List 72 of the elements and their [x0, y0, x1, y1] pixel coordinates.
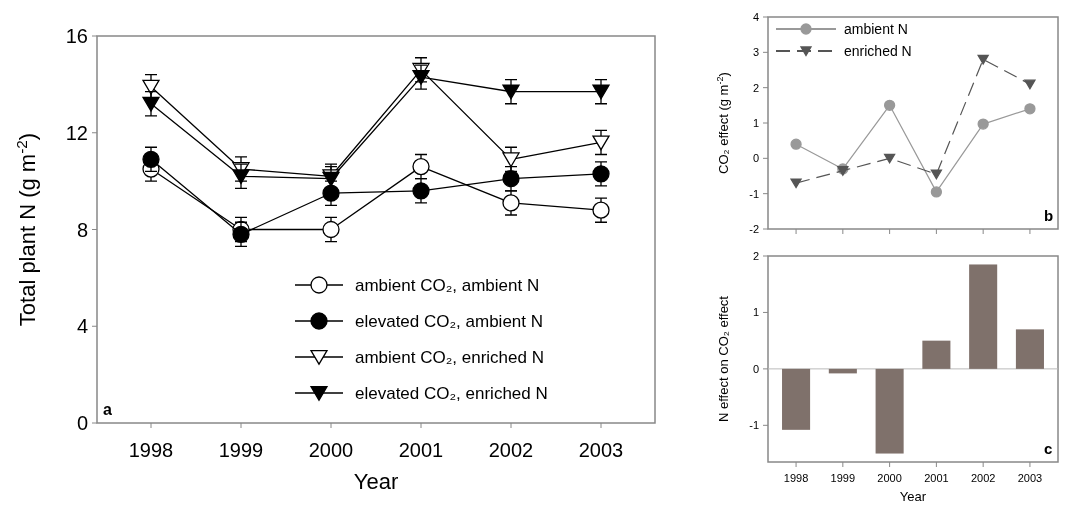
point — [142, 150, 160, 169]
legend-label: ambient CO₂, ambient N — [355, 275, 540, 295]
point — [322, 220, 340, 239]
x-tick-label: 2000 — [877, 472, 902, 484]
y-tick-label: 3 — [752, 46, 759, 59]
point — [502, 152, 520, 168]
legend-label: ambient N — [844, 20, 908, 37]
point — [502, 194, 520, 212]
x-tick-label: 2001 — [924, 472, 949, 484]
annotation: b — [1044, 207, 1054, 224]
x-axis-title: Year — [353, 469, 399, 494]
legend-label: ambient CO₂, enriched N — [355, 347, 544, 367]
annotation: a — [103, 401, 112, 418]
x-tick-label: 1999 — [830, 472, 856, 484]
point — [1024, 79, 1036, 90]
point — [592, 201, 610, 219]
y-tick-label: 1 — [752, 306, 759, 319]
y-tick-label: 4 — [752, 10, 759, 23]
x-tick-label: 2002 — [488, 439, 534, 461]
legend-label: elevated CO₂, ambient N — [355, 311, 544, 331]
x-tick-label: 2003 — [578, 439, 624, 461]
point — [883, 99, 896, 111]
y-axis-title: N effect on CO₂ effect — [716, 295, 731, 422]
x-tick-label: 2003 — [1017, 472, 1043, 484]
point — [142, 96, 160, 112]
y-tick-label: -2 — [749, 222, 759, 235]
point — [592, 84, 610, 100]
annotation: c — [1044, 440, 1053, 457]
bar — [969, 264, 998, 369]
y-tick-label: 0 — [76, 412, 88, 434]
point — [412, 157, 430, 176]
y-tick-label: 0 — [752, 362, 759, 375]
y-tick-label: -1 — [749, 187, 759, 200]
x-tick-label: 1999 — [218, 439, 264, 461]
point — [502, 84, 520, 100]
bar — [782, 368, 811, 430]
point — [592, 165, 610, 183]
bar — [1015, 329, 1044, 369]
y-tick-label: 1 — [752, 116, 759, 129]
legend-label: elevated CO₂, enriched N — [355, 383, 548, 403]
point — [977, 118, 989, 130]
point — [930, 186, 943, 198]
y-tick-label: 4 — [76, 315, 88, 338]
point — [883, 153, 896, 164]
bar — [875, 368, 904, 454]
y-tick-label: -1 — [749, 419, 759, 432]
point — [232, 169, 250, 185]
point — [142, 79, 160, 95]
point — [930, 169, 943, 180]
x-tick-label: 1998 — [783, 472, 809, 484]
y-tick-label: 2 — [752, 81, 759, 94]
x-axis-title: Year — [899, 489, 927, 504]
point — [977, 54, 989, 65]
point — [790, 138, 802, 150]
y-tick-label: 16 — [65, 25, 88, 47]
point — [412, 182, 430, 200]
point — [592, 135, 610, 151]
x-tick-label: 2002 — [970, 472, 996, 484]
y-tick-label: 2 — [752, 249, 759, 262]
legend-label: enriched N — [844, 42, 912, 59]
y-tick-label: 12 — [65, 121, 88, 144]
bar — [922, 340, 951, 369]
point — [412, 70, 430, 85]
x-tick-label: 2000 — [308, 439, 354, 461]
point — [790, 178, 802, 189]
x-tick-label: 2001 — [398, 439, 444, 461]
x-tick-label: 1998 — [128, 439, 174, 461]
y-tick-label: 8 — [76, 218, 88, 241]
point — [1024, 103, 1036, 115]
point — [232, 225, 250, 243]
y-tick-label: 0 — [752, 152, 759, 165]
point — [502, 170, 520, 188]
